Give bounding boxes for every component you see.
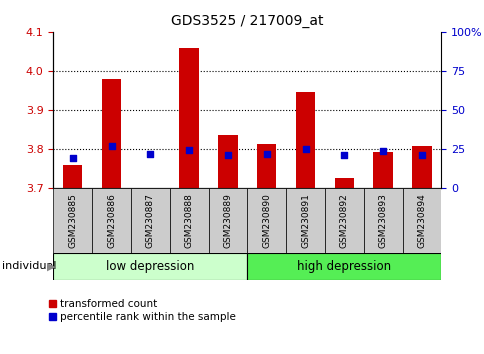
- Legend: transformed count, percentile rank within the sample: transformed count, percentile rank withi…: [49, 299, 236, 322]
- Text: GSM230891: GSM230891: [301, 193, 309, 248]
- Bar: [373, 152, 392, 188]
- Bar: [53, 253, 247, 280]
- Text: GSM230885: GSM230885: [68, 193, 77, 248]
- Text: GSM230888: GSM230888: [184, 193, 193, 248]
- Bar: [63, 165, 82, 188]
- Bar: [169, 188, 208, 253]
- Text: GSM230890: GSM230890: [262, 193, 271, 248]
- Bar: [102, 79, 121, 188]
- Bar: [247, 253, 440, 280]
- Point: [146, 151, 154, 156]
- Bar: [179, 48, 198, 188]
- Text: GSM230894: GSM230894: [417, 193, 425, 248]
- Text: individual: individual: [2, 261, 57, 272]
- Text: high depression: high depression: [297, 260, 391, 273]
- Text: ▶: ▶: [46, 261, 55, 272]
- Bar: [53, 188, 92, 253]
- Bar: [324, 188, 363, 253]
- Point: [262, 151, 270, 156]
- Point: [340, 153, 348, 158]
- Point: [301, 146, 309, 152]
- Bar: [286, 188, 324, 253]
- Point: [224, 152, 231, 157]
- Bar: [363, 188, 402, 253]
- Bar: [131, 188, 169, 253]
- Bar: [334, 178, 353, 188]
- Title: GDS3525 / 217009_at: GDS3525 / 217009_at: [171, 14, 323, 28]
- Bar: [218, 135, 237, 188]
- Text: low depression: low depression: [106, 260, 194, 273]
- Bar: [411, 145, 431, 188]
- Point: [378, 149, 386, 154]
- Point: [69, 155, 76, 161]
- Point: [185, 147, 193, 153]
- Point: [107, 143, 115, 148]
- Bar: [208, 188, 247, 253]
- Text: GSM230886: GSM230886: [107, 193, 116, 248]
- Text: GSM230889: GSM230889: [223, 193, 232, 248]
- Bar: [92, 188, 131, 253]
- Bar: [402, 188, 440, 253]
- Bar: [247, 188, 286, 253]
- Text: GSM230892: GSM230892: [339, 193, 348, 248]
- Bar: [257, 144, 276, 188]
- Bar: [295, 92, 315, 188]
- Point: [417, 152, 425, 158]
- Text: GSM230893: GSM230893: [378, 193, 387, 248]
- Text: GSM230887: GSM230887: [146, 193, 154, 248]
